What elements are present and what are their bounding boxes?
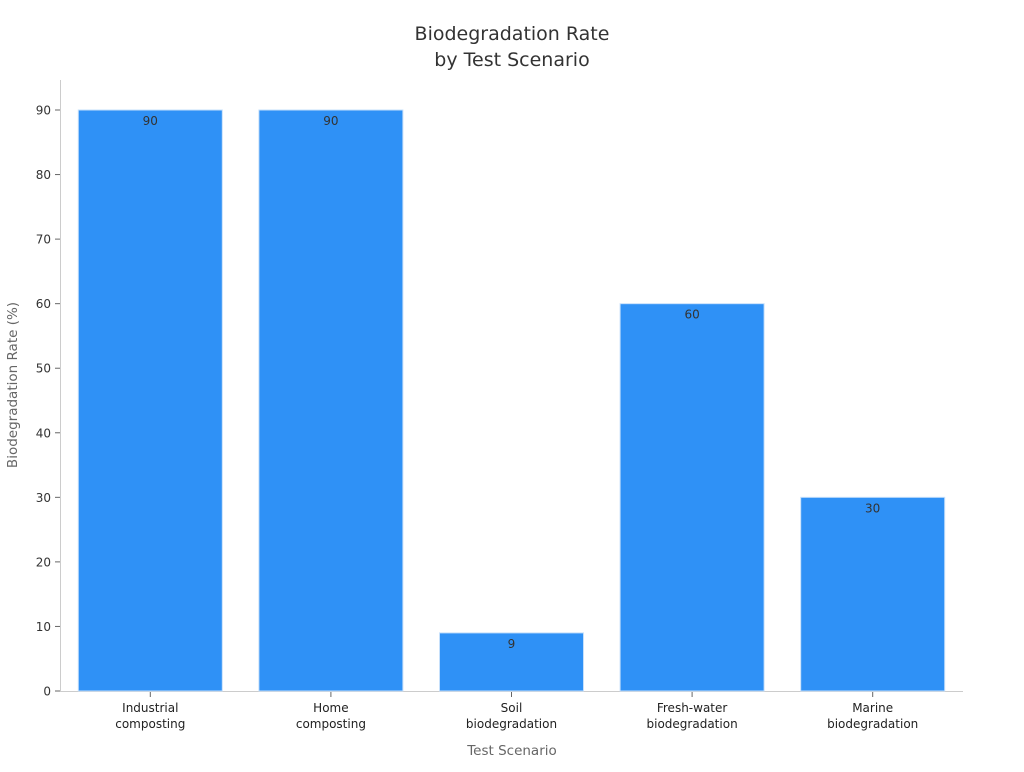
y-tick-label: 90 (36, 104, 51, 118)
bar (619, 303, 765, 692)
y-tick-label: 60 (36, 297, 51, 311)
x-tick-label: biodegradation (827, 717, 918, 731)
y-tick-label: 0 (43, 685, 51, 699)
chart-title-line-1: Biodegradation Rate (415, 23, 610, 45)
bar-data-label: 30 (865, 501, 880, 515)
x-tick-label: biodegradation (466, 717, 557, 731)
bar-data-label: 90 (143, 114, 158, 128)
bar (439, 632, 584, 692)
x-tick-label: Marine (852, 701, 893, 715)
y-tick-label: 70 (36, 233, 51, 247)
bar-data-label: 90 (323, 114, 338, 128)
bar (77, 109, 223, 692)
y-tick-label: 80 (36, 168, 51, 182)
bar (258, 109, 404, 692)
x-tick-label: Industrial (122, 701, 178, 715)
y-tick-label: 30 (36, 491, 51, 505)
y-tick-label: 50 (36, 362, 51, 376)
x-axis-label: Test Scenario (466, 743, 557, 759)
x-tick-label: composting (115, 717, 185, 731)
x-tick-label: composting (296, 717, 366, 731)
bar-data-label: 60 (684, 308, 699, 322)
bar-data-label: 9 (508, 637, 516, 651)
y-axis-label: Biodegradation Rate (%) (5, 302, 21, 468)
y-tick-label: 10 (36, 620, 51, 634)
chart-title-line-2: by Test Scenario (434, 49, 589, 71)
y-tick-label: 20 (36, 555, 51, 569)
x-tick-label: Home (313, 701, 348, 715)
x-tick-label: Soil (501, 701, 523, 715)
y-tick-label: 40 (36, 426, 51, 440)
x-tick-label: Fresh-water (657, 701, 728, 715)
bar (800, 496, 946, 692)
x-tick-label: biodegradation (647, 717, 738, 731)
